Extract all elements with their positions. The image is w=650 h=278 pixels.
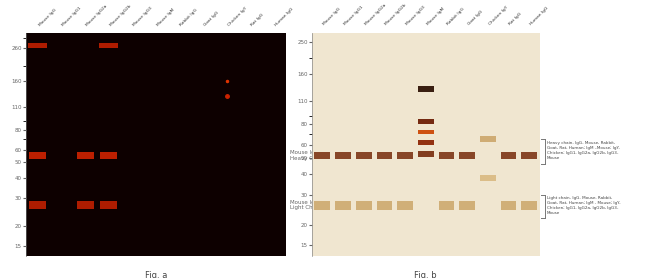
Text: Fig. a: Fig. a (145, 271, 167, 278)
Text: Goat IgG: Goat IgG (467, 9, 484, 26)
Text: Rabbit IgG: Rabbit IgG (447, 7, 465, 26)
Bar (100, 152, 117, 159)
Bar (315, 202, 330, 210)
Bar (418, 140, 434, 145)
Text: Mouse IgG
Heavy Chain: Mouse IgG Heavy Chain (289, 150, 324, 161)
Text: Mouse IgG2b: Mouse IgG2b (384, 3, 408, 26)
Bar (335, 152, 351, 159)
Text: Mouse IgG3: Mouse IgG3 (133, 6, 153, 27)
Text: Chicken IgY: Chicken IgY (227, 6, 248, 27)
Bar (397, 152, 413, 159)
Bar (521, 152, 537, 159)
Bar (29, 43, 47, 48)
Bar (460, 202, 475, 210)
Bar (77, 152, 94, 159)
Text: Fig. b: Fig. b (415, 271, 437, 278)
Text: Mouse IgG1: Mouse IgG1 (343, 5, 364, 26)
Text: Mouse IgG: Mouse IgG (322, 7, 341, 26)
Text: Rat IgG: Rat IgG (250, 13, 265, 27)
Bar (418, 130, 434, 134)
Text: Mouse IgG1: Mouse IgG1 (62, 6, 83, 27)
Text: Rabbit IgG: Rabbit IgG (179, 8, 199, 27)
Bar (480, 136, 496, 142)
Bar (439, 202, 454, 210)
Text: Heavy chain- IgG- Mouse, Rabbit,
Goat, Rat, Human; IgM –Mouse; IgY-
Chicken; IgG: Heavy chain- IgG- Mouse, Rabbit, Goat, R… (547, 141, 619, 160)
Bar (356, 152, 372, 159)
Text: Goat IgG: Goat IgG (203, 11, 220, 27)
Bar (99, 43, 118, 48)
Text: Chicken IgY: Chicken IgY (488, 5, 508, 26)
Bar (418, 86, 434, 92)
Bar (439, 152, 454, 159)
Bar (29, 201, 46, 209)
Text: Human IgG: Human IgG (274, 7, 294, 27)
Text: Mouse IgG2a: Mouse IgG2a (364, 3, 387, 26)
Text: Mouse IgG2b: Mouse IgG2b (109, 4, 132, 27)
Bar (397, 202, 413, 210)
Text: Mouse IgM: Mouse IgM (426, 7, 445, 26)
Bar (100, 201, 117, 209)
Bar (480, 175, 496, 182)
Bar (356, 202, 372, 210)
Text: Mouse IgG
Light Chain: Mouse IgG Light Chain (289, 200, 320, 210)
Text: Mouse IgM: Mouse IgM (156, 8, 176, 27)
Bar (335, 202, 351, 210)
Text: Rat IgG: Rat IgG (508, 12, 523, 26)
Bar (376, 152, 392, 159)
Bar (77, 201, 94, 209)
Bar (315, 152, 330, 159)
Bar (29, 152, 46, 159)
Bar (376, 202, 392, 210)
Text: Mouse IgG: Mouse IgG (38, 8, 57, 27)
Bar (418, 119, 434, 124)
Bar (418, 151, 434, 157)
Text: Mouse IgG2a: Mouse IgG2a (85, 4, 108, 27)
Text: Light chain- IgG- Mouse, Rabbit,
Goat, Rat, Human; IgM - Mouse; IgY-
Chicken; Ig: Light chain- IgG- Mouse, Rabbit, Goat, R… (547, 196, 620, 215)
Bar (521, 202, 537, 210)
Text: Mouse IgG3: Mouse IgG3 (405, 5, 426, 26)
Text: Human IgG: Human IgG (529, 6, 549, 26)
Bar (460, 152, 475, 159)
Bar (500, 152, 516, 159)
Bar (500, 202, 516, 210)
